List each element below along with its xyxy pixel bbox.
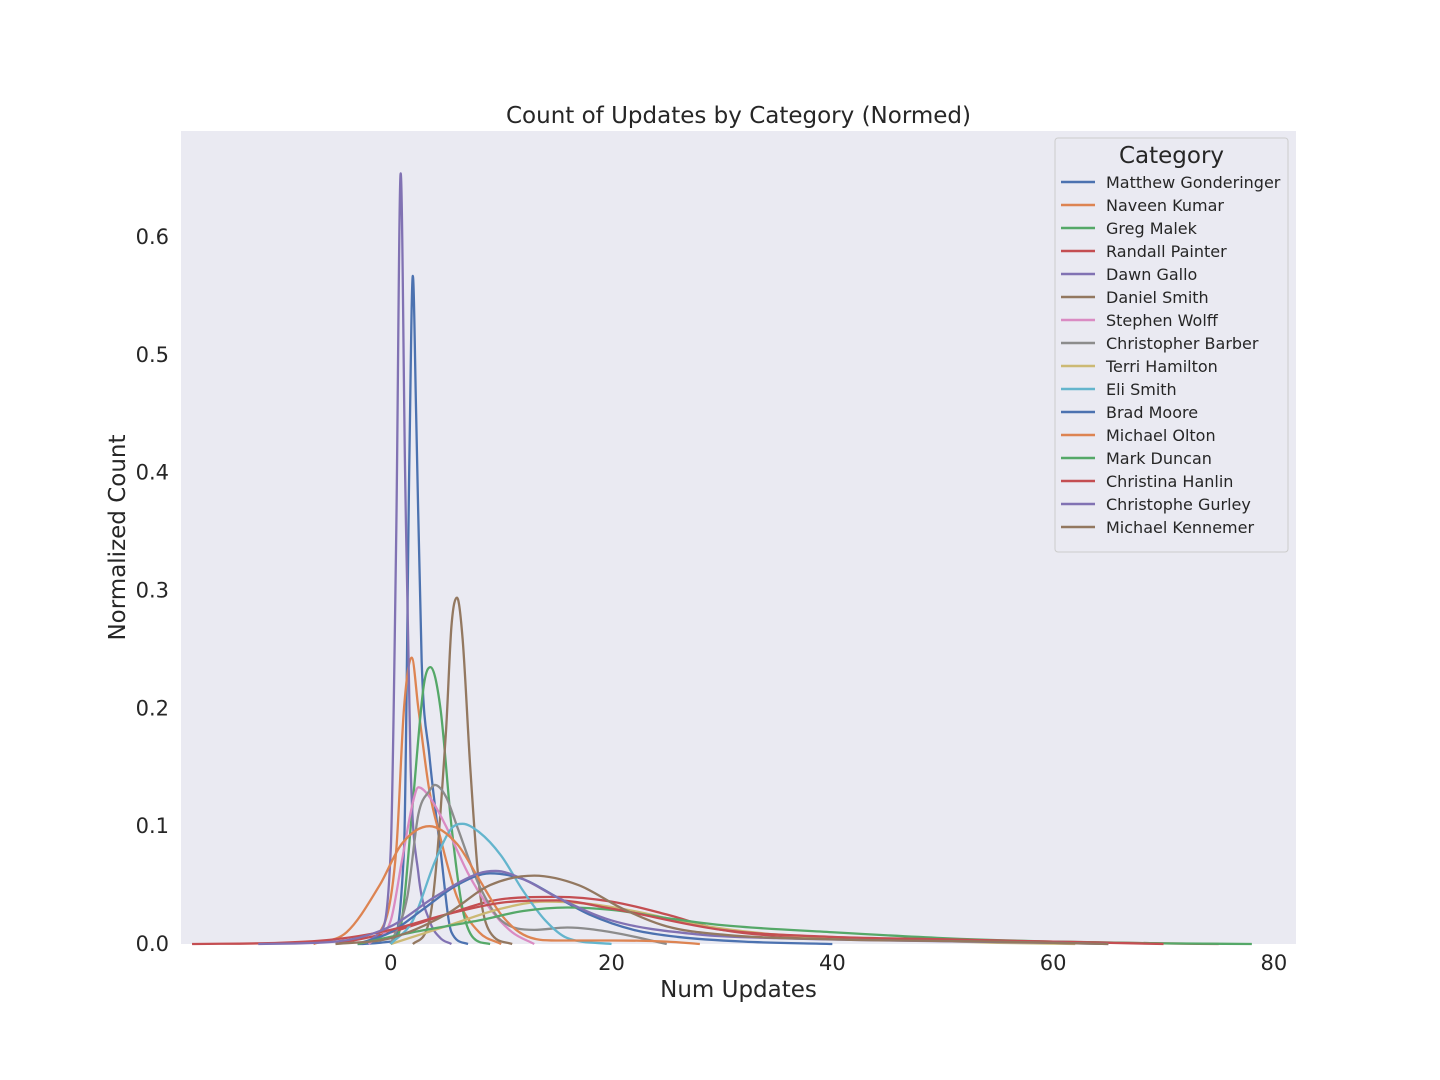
legend-entry: Mark Duncan: [1106, 449, 1212, 468]
y-axis-label: Normalized Count: [105, 434, 131, 640]
x-tick-label: 80: [1261, 951, 1288, 975]
legend-entry: Christopher Barber: [1106, 334, 1259, 353]
y-tick-label: 0.2: [136, 696, 169, 720]
legend-entry: Dawn Gallo: [1106, 265, 1197, 284]
y-tick-label: 0.6: [136, 225, 169, 249]
legend: Category Matthew Gonderinger Naveen Kumar…: [1054, 137, 1289, 553]
legend-entry: Stephen Wolff: [1106, 311, 1219, 330]
x-axis-ticks: 0 20 40 60 80: [384, 951, 1287, 975]
legend-entry: Christina Hanlin: [1106, 472, 1233, 491]
x-tick-label: 0: [384, 951, 397, 975]
x-tick-label: 20: [598, 951, 625, 975]
legend-entry: Matthew Gonderinger: [1106, 173, 1281, 192]
series-line-eli-smith: [389, 822, 612, 946]
legend-items: Matthew Gonderinger Naveen Kumar Greg Male…: [1061, 173, 1281, 537]
y-tick-label: 0.1: [136, 814, 169, 838]
series-line-christina-hanlin: [192, 899, 1164, 946]
legend-box: [1054, 137, 1289, 553]
series-line-christopher-barber: [389, 783, 667, 946]
y-tick-label: 0.3: [136, 579, 169, 603]
legend-entry: Eli Smith: [1106, 380, 1177, 399]
y-tick-label: 0.5: [136, 343, 169, 367]
legend-entry: Brad Moore: [1106, 403, 1198, 422]
series-line-michael-kennemer: [335, 874, 1109, 946]
legend-entry: Randall Painter: [1106, 242, 1227, 261]
legend-entry: Christophe Gurley: [1106, 495, 1251, 514]
series-curves: [192, 172, 1252, 946]
legend-entry: Daniel Smith: [1106, 288, 1209, 307]
legend-entry: Michael Olton: [1106, 426, 1216, 445]
y-tick-label: 0.0: [136, 932, 169, 956]
x-tick-label: 60: [1040, 951, 1067, 975]
y-tick-label: 0.4: [136, 461, 169, 485]
legend-entry: Terri Hamilton: [1105, 357, 1218, 376]
chart-title: Count of Updates by Category (Normed): [506, 103, 971, 129]
legend-entry: Naveen Kumar: [1106, 196, 1224, 215]
series-line-michael-olton: [313, 825, 700, 946]
legend-entry: Michael Kennemer: [1106, 518, 1254, 537]
series-line-greg-malek: [389, 665, 491, 946]
legend-entry: Greg Malek: [1106, 219, 1198, 238]
y-axis-ticks: 0.0 0.1 0.2 0.3 0.4 0.5 0.6: [136, 225, 169, 956]
series-line-naveen-kumar: [357, 656, 502, 946]
x-axis-label: Num Updates: [660, 977, 817, 1003]
legend-title: Category: [1119, 143, 1224, 169]
x-tick-label: 40: [819, 951, 846, 975]
